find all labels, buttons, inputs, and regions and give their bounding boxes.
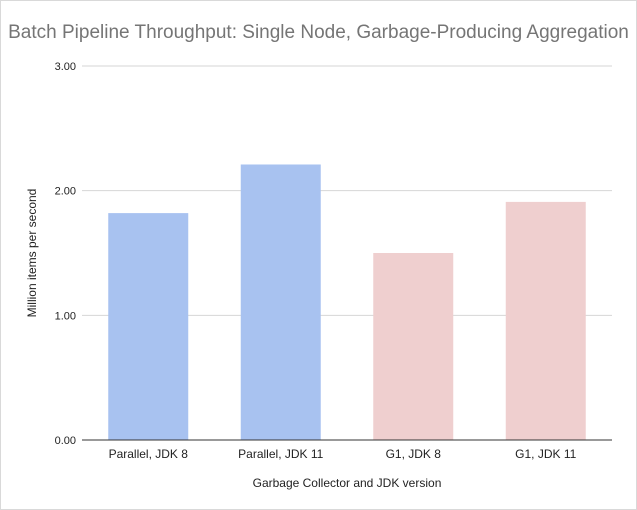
bar [373, 253, 454, 440]
y-tick-label: 0.00 [55, 435, 76, 447]
x-category-label: G1, JDK 8 [386, 447, 442, 461]
x-category-labels: Parallel, JDK 8 Parallel, JDK 11 G1, JDK 8… [109, 447, 577, 461]
x-axis-title: Garbage Collector and JDK version [253, 476, 442, 490]
y-axis-title: Million items per second [25, 189, 39, 318]
x-category-label: Parallel, JDK 11 [238, 447, 323, 461]
bars [108, 164, 586, 440]
y-tick-label: 2.00 [55, 186, 76, 198]
bar [505, 201, 586, 440]
x-category-label: G1, JDK 11 [515, 447, 576, 461]
y-tick-label: 1.00 [55, 310, 76, 322]
chart-title: Batch Pipeline Throughput: Single Node, … [8, 22, 629, 43]
bar [240, 164, 321, 440]
bar [108, 213, 189, 440]
y-tick-label: 3.00 [55, 61, 76, 73]
y-tick-labels: 0.00 1.00 2.00 3.00 [55, 61, 76, 447]
x-category-label: Parallel, JDK 8 [109, 447, 189, 461]
